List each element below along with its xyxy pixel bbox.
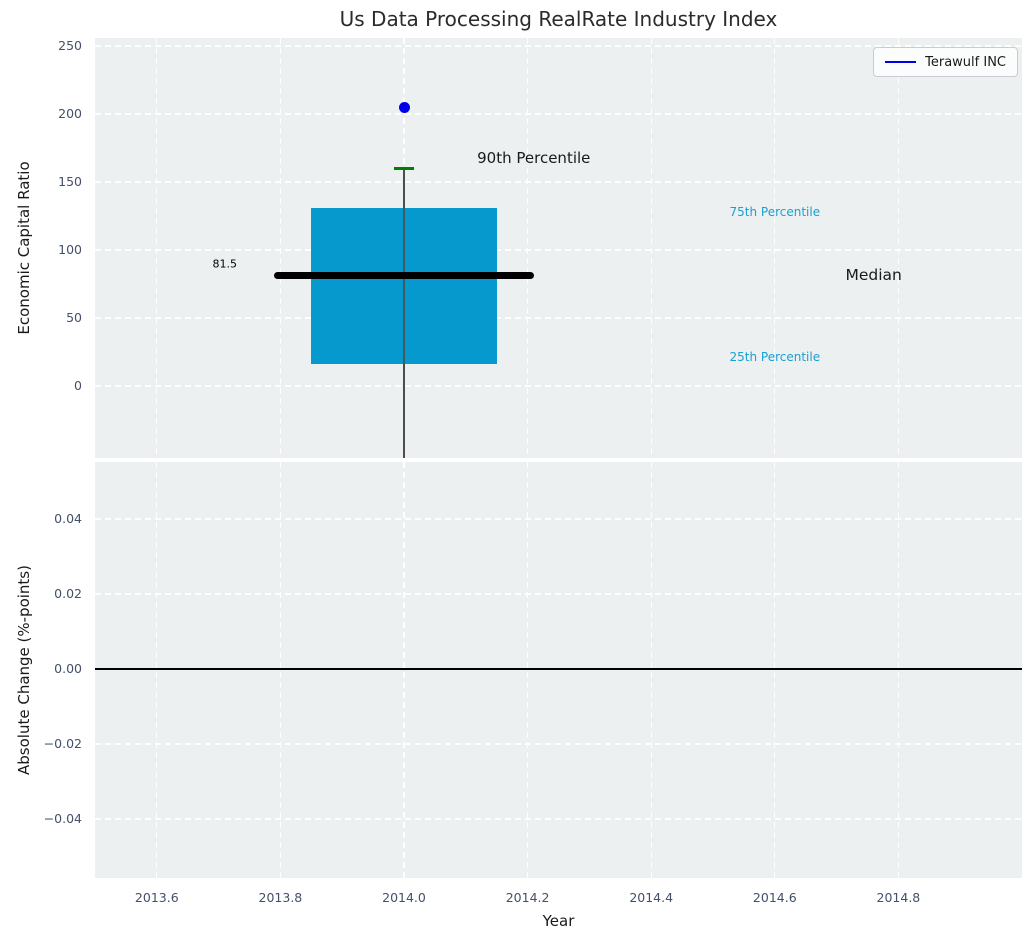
- annotation: 25th Percentile: [729, 350, 821, 365]
- x-tick-label: 2014.0: [382, 890, 426, 905]
- gridline-x: [774, 38, 776, 458]
- gridline-y: [95, 45, 1022, 47]
- chart-title: Us Data Processing RealRate Industry Ind…: [339, 7, 778, 31]
- gridline-y: [95, 317, 1022, 319]
- x-tick-label: 2013.8: [258, 890, 303, 905]
- annotation: Median: [845, 266, 902, 285]
- y-tick-label: 0.02: [54, 586, 82, 602]
- gridline-x: [526, 38, 529, 458]
- median-line: [274, 271, 534, 279]
- company-point: [398, 101, 410, 113]
- gridline-x: [156, 38, 158, 458]
- x-tick-label: 2014.2: [505, 890, 550, 905]
- x-axis-label: Year: [542, 912, 575, 930]
- gridline-y: [95, 181, 1022, 183]
- y-tick-label: 250: [58, 38, 82, 54]
- legend: Terawulf INC: [873, 47, 1018, 77]
- x-tick-label: 2013.6: [134, 890, 179, 905]
- gridline-x: [279, 38, 282, 458]
- y-tick-label: −0.02: [43, 736, 82, 752]
- gridline-y: [95, 385, 1022, 387]
- y-tick-label: 100: [58, 242, 82, 258]
- y-tick-label: 0: [74, 377, 82, 393]
- x-tick-label: 2014.8: [876, 890, 921, 905]
- x-tick-label: 2014.4: [629, 890, 674, 905]
- gridline-x: [650, 462, 652, 878]
- y-tick-label: −0.04: [43, 811, 82, 827]
- y-tick-label: 200: [58, 106, 82, 122]
- y-tick-label: 0.04: [54, 511, 82, 527]
- whisker-line: [403, 207, 405, 365]
- gridline-y: [95, 818, 1022, 820]
- annotation: 90th Percentile: [477, 148, 591, 167]
- y-tick-label: 50: [66, 310, 82, 325]
- legend-line-icon: [885, 60, 917, 64]
- gridline-x: [403, 462, 405, 878]
- y-tick-label: 150: [58, 174, 82, 190]
- bottom-axes: [95, 462, 1022, 878]
- gridline-x: [279, 462, 282, 878]
- gridline-x: [897, 38, 900, 458]
- zero-line: [95, 668, 1022, 670]
- gridline-x: [774, 462, 776, 878]
- legend-label: Terawulf INC: [925, 54, 1006, 70]
- gridline-x: [526, 462, 529, 878]
- top-axes: 81.5 90th Percentile 75th Percentile Median…: [95, 38, 1022, 458]
- gridline-y: [95, 743, 1022, 745]
- annotation: 81.5: [212, 257, 238, 271]
- gridline-y: [95, 518, 1022, 520]
- gridline-x: [897, 462, 900, 878]
- gridline-y: [95, 249, 1022, 251]
- y-tick-label: 0.00: [54, 661, 82, 677]
- gridline-x: [156, 462, 158, 878]
- x-tick-label: 2014.6: [752, 890, 797, 905]
- gridline-y: [95, 113, 1022, 115]
- gridline-y: [95, 593, 1022, 595]
- percentile-90-cap: [394, 166, 414, 170]
- gridline-x: [650, 38, 652, 458]
- annotation: 75th Percentile: [729, 204, 821, 219]
